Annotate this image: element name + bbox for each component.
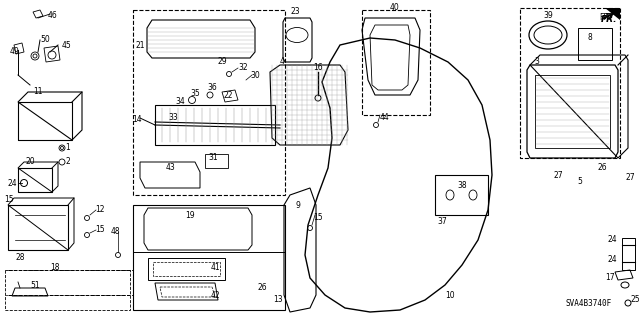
Text: FR.: FR.	[599, 13, 611, 23]
Text: 17: 17	[605, 273, 615, 283]
Text: 39: 39	[543, 11, 553, 19]
Text: 34: 34	[175, 98, 185, 107]
Text: 43: 43	[165, 164, 175, 173]
Text: 27: 27	[625, 174, 635, 182]
Text: 9: 9	[296, 201, 300, 210]
Text: 41: 41	[210, 263, 220, 272]
Text: 32: 32	[238, 63, 248, 72]
Text: 36: 36	[207, 84, 217, 93]
Text: 28: 28	[15, 253, 25, 262]
Text: 44: 44	[380, 114, 390, 122]
Text: 31: 31	[208, 153, 218, 162]
Text: 45: 45	[62, 41, 72, 49]
Text: 8: 8	[588, 33, 593, 42]
Text: 3: 3	[534, 57, 540, 66]
Text: 15: 15	[313, 213, 323, 222]
Text: 11: 11	[33, 87, 43, 97]
Text: 21: 21	[135, 41, 145, 49]
Text: 49: 49	[9, 48, 19, 56]
Text: 26: 26	[257, 284, 267, 293]
Text: 18: 18	[51, 263, 60, 271]
Text: 15: 15	[95, 226, 105, 234]
Text: 26: 26	[597, 164, 607, 173]
Text: 30: 30	[250, 70, 260, 79]
Text: 24: 24	[607, 256, 617, 264]
Text: 19: 19	[185, 211, 195, 219]
Text: 27: 27	[553, 170, 563, 180]
Text: 38: 38	[457, 181, 467, 189]
Text: 24: 24	[7, 179, 17, 188]
Text: 5: 5	[577, 177, 582, 187]
Text: 42: 42	[210, 291, 220, 300]
Text: 35: 35	[190, 88, 200, 98]
Text: 29: 29	[217, 57, 227, 66]
Text: FR.: FR.	[601, 14, 618, 24]
Text: 23: 23	[290, 8, 300, 17]
Text: 22: 22	[223, 91, 233, 100]
Text: 40: 40	[390, 4, 400, 12]
Text: 1: 1	[66, 144, 70, 152]
Polygon shape	[605, 8, 620, 20]
Text: 37: 37	[437, 218, 447, 226]
Text: 51: 51	[30, 280, 40, 290]
Text: 14: 14	[132, 115, 142, 124]
Text: 46: 46	[47, 11, 57, 20]
Text: 48: 48	[110, 227, 120, 236]
Text: 16: 16	[313, 63, 323, 72]
Text: 4: 4	[280, 57, 284, 66]
Text: 24: 24	[607, 235, 617, 244]
Text: 2: 2	[66, 158, 70, 167]
Text: 12: 12	[95, 205, 105, 214]
Text: 15: 15	[4, 196, 14, 204]
Text: SVA4B3740F: SVA4B3740F	[565, 299, 611, 308]
Text: 20: 20	[25, 158, 35, 167]
Text: 50: 50	[40, 35, 50, 44]
Text: 33: 33	[168, 114, 178, 122]
Text: 10: 10	[445, 291, 455, 300]
Text: 13: 13	[273, 295, 283, 305]
Text: 25: 25	[630, 295, 640, 305]
